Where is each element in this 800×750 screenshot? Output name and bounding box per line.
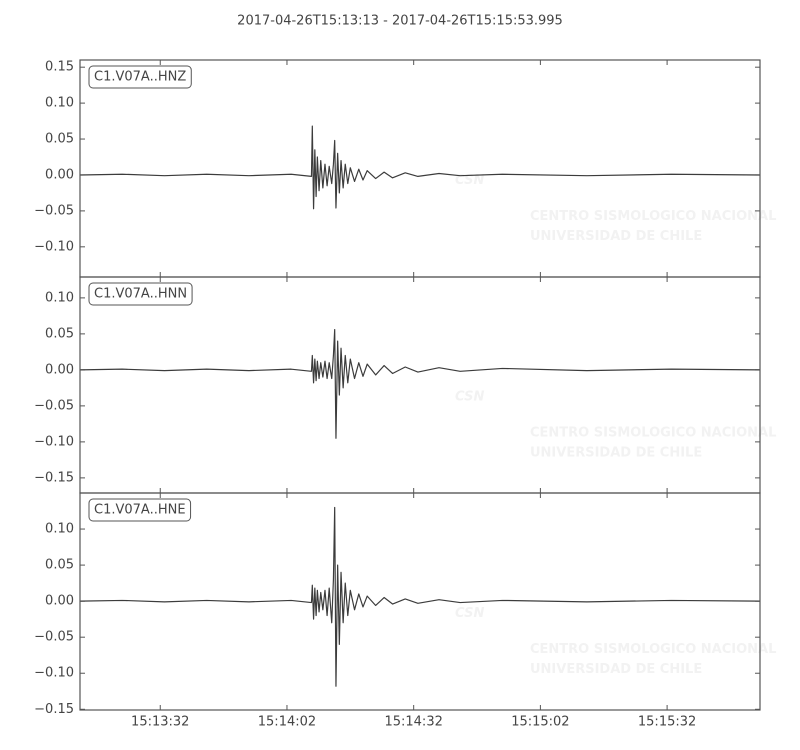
y-tick-label: 0.10 — [45, 96, 74, 111]
y-tick-label: −0.10 — [34, 434, 74, 449]
watermark: CENTRO SISMOLOGICO NACIONAL — [530, 209, 776, 224]
x-tick-label: 15:14:32 — [384, 715, 442, 730]
x-tick-label: 15:13:32 — [131, 715, 189, 730]
watermark: CSN — [455, 606, 484, 621]
watermark: CENTRO SISMOLOGICO NACIONAL — [530, 426, 776, 441]
watermark: CSN — [455, 390, 484, 405]
watermark: UNIVERSIDAD DE CHILE — [530, 446, 702, 461]
y-tick-label: −0.10 — [34, 666, 74, 681]
legend-box — [88, 498, 192, 522]
legend-label: C1.V07A..HNZ — [94, 70, 186, 85]
plot-frame — [79, 492, 761, 711]
y-tick-label: −0.15 — [34, 470, 74, 485]
y-tick-label: 0.00 — [45, 594, 74, 609]
x-tick-label: 15:15:32 — [638, 715, 696, 730]
y-tick-label: −0.10 — [34, 239, 74, 254]
legend-box — [88, 65, 192, 89]
y-tick-label: 0.00 — [45, 167, 74, 182]
y-tick-label: −0.15 — [34, 702, 74, 717]
plot-frame — [79, 276, 761, 494]
y-tick-label: 0.00 — [45, 362, 74, 377]
watermark: UNIVERSIDAD DE CHILE — [530, 662, 702, 677]
watermark: UNIVERSIDAD DE CHILE — [530, 229, 702, 244]
y-tick-label: 0.15 — [45, 60, 74, 75]
y-tick-label: 0.05 — [45, 326, 74, 341]
trace — [79, 125, 761, 210]
legend-box — [88, 282, 193, 306]
legend-label: C1.V07A..HNE — [94, 503, 186, 518]
trace — [79, 328, 761, 439]
y-tick-label: −0.05 — [34, 203, 74, 218]
trace — [79, 506, 761, 687]
y-tick-label: 0.05 — [45, 132, 74, 147]
chart-title: 2017-04-26T15:13:13 - 2017-04-26T15:15:5… — [237, 14, 563, 29]
y-tick-label: 0.10 — [45, 522, 74, 537]
watermark: CENTRO SISMOLOGICO NACIONAL — [530, 642, 776, 657]
x-tick-label: 15:15:02 — [511, 715, 569, 730]
y-tick-label: −0.05 — [34, 630, 74, 645]
x-tick-label: 15:14:02 — [258, 715, 316, 730]
y-tick-label: 0.10 — [45, 290, 74, 305]
plot-frame — [79, 59, 761, 278]
y-tick-label: 0.05 — [45, 558, 74, 573]
legend-label: C1.V07A..HNN — [94, 287, 187, 302]
watermark: CSN — [455, 173, 484, 188]
y-tick-label: −0.05 — [34, 398, 74, 413]
